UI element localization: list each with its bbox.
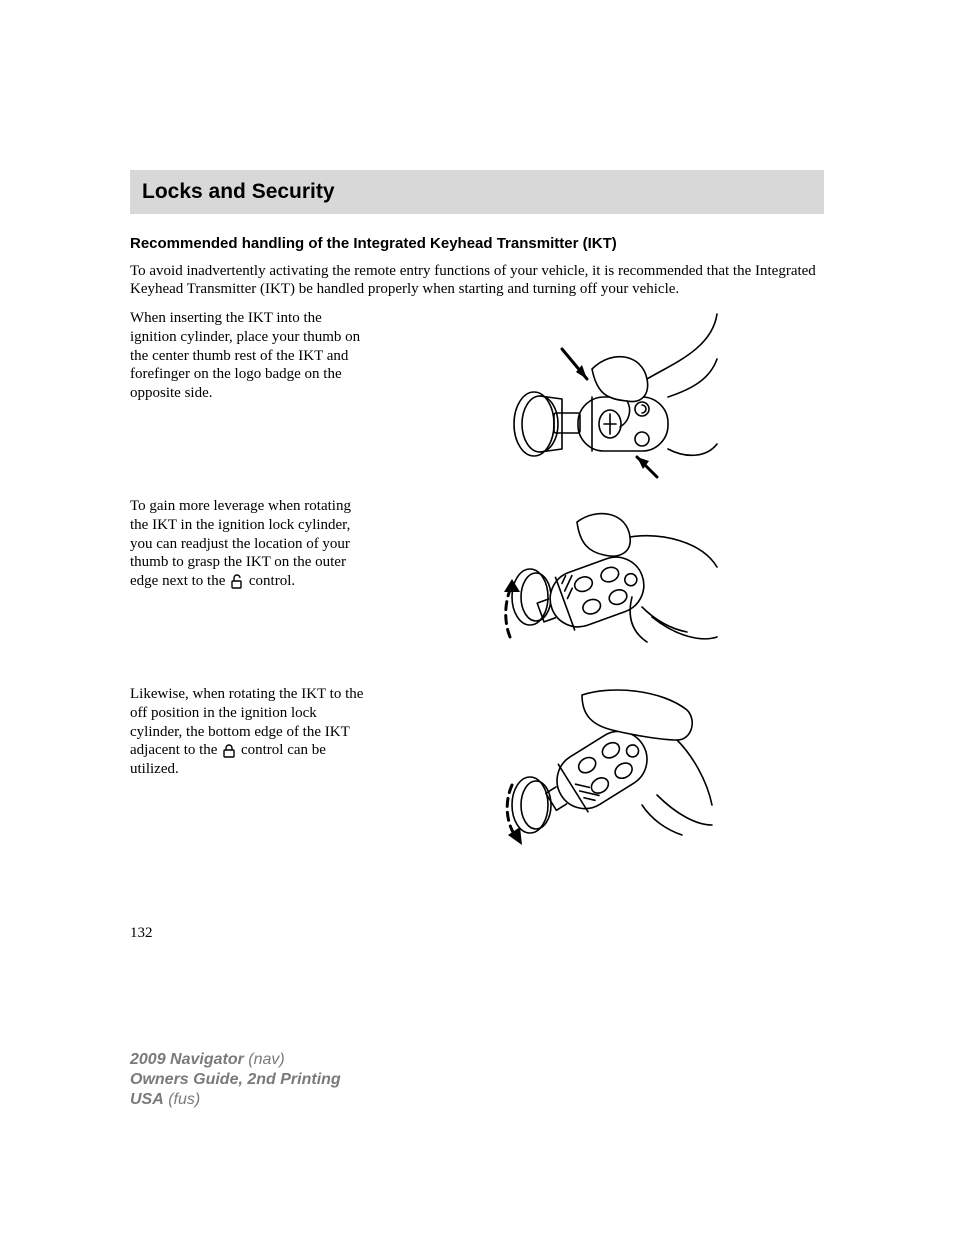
footer-line-1: 2009 Navigator (nav)	[130, 1050, 341, 1070]
para2-part-b: control.	[249, 573, 295, 589]
footer: 2009 Navigator (nav) Owners Guide, 2nd P…	[130, 1050, 341, 1110]
ikt-insert-illustration	[492, 309, 722, 479]
section-2: To gain more leverage when rotating the …	[130, 497, 824, 667]
section-1: When inserting the IKT into the ignition…	[130, 309, 824, 479]
lock-icon	[221, 743, 237, 759]
footer-line-2: Owners Guide, 2nd Printing	[130, 1070, 341, 1090]
page-content: Locks and Security Recommended handling …	[0, 0, 954, 942]
footer-model: 2009 Navigator	[130, 1051, 244, 1068]
footer-model-code: (nav)	[244, 1051, 285, 1068]
section-title: Locks and Security	[142, 180, 812, 204]
page-number: 132	[130, 925, 824, 942]
section-3-text: Likewise, when rotating the IKT to the o…	[130, 685, 370, 779]
section-3-illustration	[390, 685, 824, 855]
unlock-icon	[229, 574, 245, 590]
footer-line-3: USA (fus)	[130, 1090, 341, 1110]
intro-paragraph: To avoid inadvertently activating the re…	[130, 262, 824, 300]
section-1-illustration	[390, 309, 824, 479]
footer-region-code: (fus)	[164, 1091, 200, 1108]
section-1-text: When inserting the IKT into the ignition…	[130, 309, 370, 403]
footer-region: USA	[130, 1091, 164, 1108]
section-2-illustration	[390, 497, 824, 667]
ikt-rotate-off-illustration	[492, 685, 722, 855]
section-3: Likewise, when rotating the IKT to the o…	[130, 685, 824, 855]
section-2-text: To gain more leverage when rotating the …	[130, 497, 370, 591]
ikt-rotate-on-illustration	[492, 497, 722, 667]
section-header-bar: Locks and Security	[130, 170, 824, 214]
subheading: Recommended handling of the Integrated K…	[130, 234, 824, 254]
